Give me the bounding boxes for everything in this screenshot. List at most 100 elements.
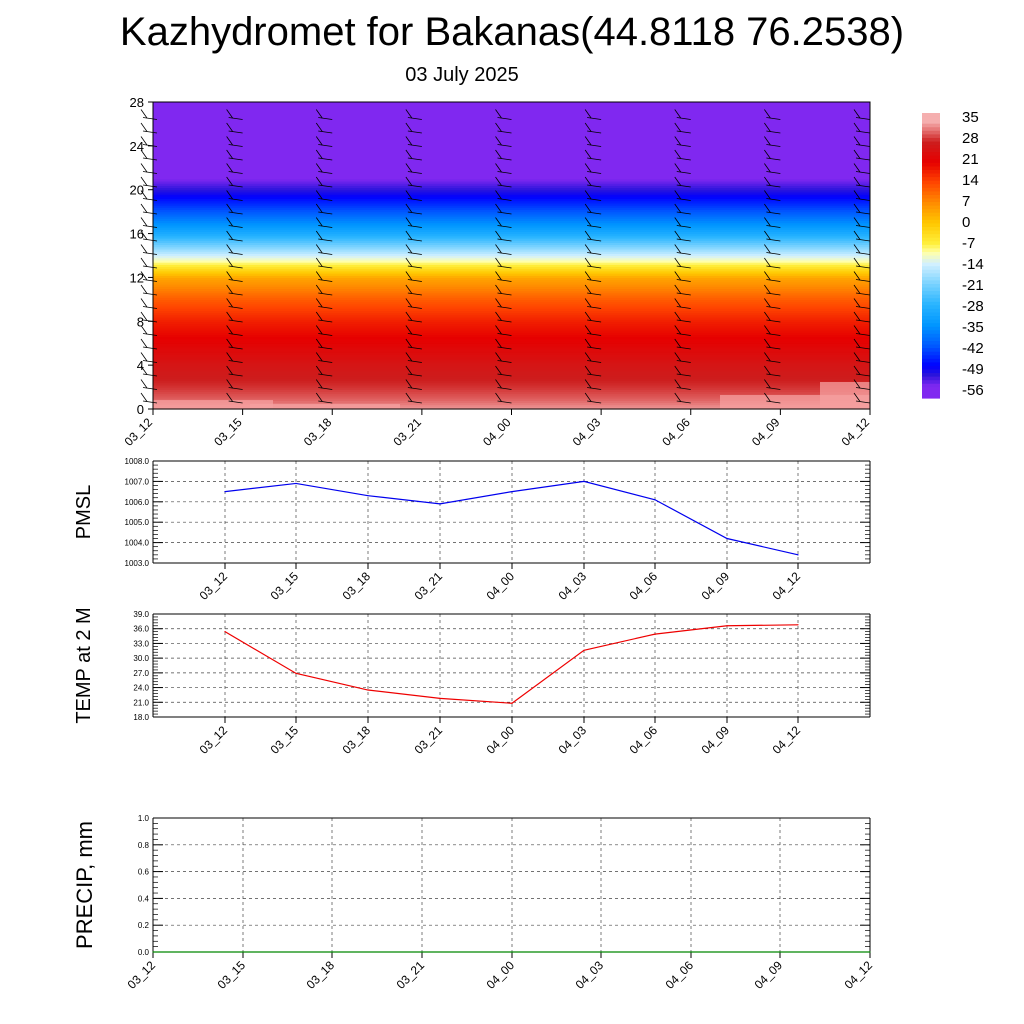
colorbar-segment — [922, 387, 940, 392]
wind-barb-flag — [584, 352, 592, 362]
colorbar-segment — [922, 205, 940, 210]
wind-barb — [142, 198, 158, 201]
ytick-label: 39.0 — [133, 610, 149, 619]
wind-barb-flag — [140, 244, 148, 254]
heatmap-band — [153, 351, 870, 355]
wind-barb-flag — [584, 190, 592, 200]
heatmap-band — [153, 290, 870, 294]
wind-barb-flag — [853, 298, 861, 308]
wind-barb — [766, 117, 781, 120]
wind-barb-flag — [140, 298, 148, 308]
wind-barb — [142, 238, 158, 242]
wind-barb — [676, 306, 691, 309]
heatmap-band — [153, 330, 870, 333]
wind-barb-flag — [140, 257, 148, 267]
heatmap-band — [153, 264, 870, 268]
wind-barb-flag — [226, 149, 233, 159]
wind-barb-flag — [405, 163, 413, 173]
colorbar-segment — [922, 209, 940, 214]
xtick-label: 03_12 — [197, 569, 231, 603]
heatmap-band — [153, 183, 870, 186]
wind-barb-flag — [853, 136, 861, 146]
wind-barb-flag — [140, 325, 148, 335]
wind-barb-flag — [764, 379, 771, 389]
heatmap-band — [153, 308, 870, 311]
wind-barb — [407, 198, 422, 201]
wind-barb-flag — [315, 230, 323, 240]
heatmap-band — [153, 343, 870, 347]
heatmap-band — [153, 338, 870, 342]
wind-barb — [318, 225, 333, 228]
wind-barb-flag — [674, 122, 682, 132]
wind-barb-flag — [584, 122, 592, 132]
wind-barb-flag — [405, 338, 413, 348]
wind-barb — [587, 117, 602, 120]
xtick-label: 04_12 — [842, 958, 876, 992]
data-point — [690, 951, 692, 953]
wind-barb — [766, 292, 781, 296]
wind-barb-flag — [584, 325, 592, 335]
wind-barb — [407, 157, 422, 161]
heatmap-band — [153, 301, 870, 305]
wind-barb-flag — [315, 163, 323, 173]
wind-barb — [855, 346, 871, 350]
heatmap-band — [153, 121, 870, 125]
wind-barb-flag — [315, 352, 323, 362]
wind-barb-flag — [853, 257, 861, 267]
wind-barb-flag — [226, 325, 233, 335]
wind-barb-flag — [140, 311, 148, 321]
heatmap-band — [153, 156, 870, 160]
wind-barb — [318, 130, 333, 134]
heatmap-band — [153, 211, 870, 215]
wind-barb-flag — [140, 149, 148, 159]
wind-barb — [407, 346, 422, 350]
wind-barb — [407, 144, 422, 147]
colorbar-label: -21 — [962, 277, 984, 294]
colorbar-segment — [922, 333, 940, 339]
data-point — [224, 491, 226, 493]
wind-barb — [587, 130, 602, 134]
wind-barb — [497, 144, 512, 147]
colorbar-segment — [922, 255, 940, 260]
wind-barb — [766, 198, 781, 201]
wind-barb-flag — [764, 109, 771, 119]
wind-barb — [855, 225, 871, 228]
data-point — [869, 951, 871, 953]
wind-barb-flag — [674, 365, 682, 375]
colorbar-segment — [922, 373, 940, 378]
colorbar-segment — [922, 383, 940, 388]
xtick-label: 03_12 — [125, 958, 159, 992]
data-point — [367, 689, 369, 691]
heatmap-band — [153, 128, 870, 132]
wind-barb-flag — [405, 325, 413, 335]
wind-barb — [676, 319, 691, 323]
heatmap-band — [153, 356, 870, 360]
wind-barb — [228, 198, 243, 201]
wind-barb-flag — [853, 352, 861, 362]
heatmap-band — [153, 316, 870, 320]
wind-barb — [587, 319, 602, 323]
heatmap-band — [153, 373, 870, 377]
wind-barb-flag — [495, 176, 502, 186]
colorbar-segment — [922, 137, 940, 143]
wind-barb — [587, 252, 602, 255]
heatmap-band — [153, 145, 870, 149]
wind-barb-flag — [674, 352, 682, 362]
colorbar-segment — [922, 173, 940, 178]
colorbar-segment — [922, 184, 940, 189]
heatmap-ytick-label: 20 — [130, 183, 144, 198]
colorbar-segment — [922, 120, 940, 125]
wind-barb — [497, 130, 512, 134]
heatmap-band — [153, 176, 870, 180]
wind-barb — [676, 211, 691, 215]
ytick-label: 27.0 — [133, 669, 149, 678]
wind-barb-flag — [674, 379, 682, 389]
heatmap-band — [153, 371, 870, 375]
wind-barb — [407, 238, 422, 242]
wind-barb — [855, 238, 871, 242]
wind-barb — [766, 306, 781, 309]
ytick-label: 0.8 — [138, 841, 150, 850]
heatmap-band — [153, 123, 870, 127]
heatmap-band — [153, 200, 870, 204]
series-line — [224, 480, 799, 556]
